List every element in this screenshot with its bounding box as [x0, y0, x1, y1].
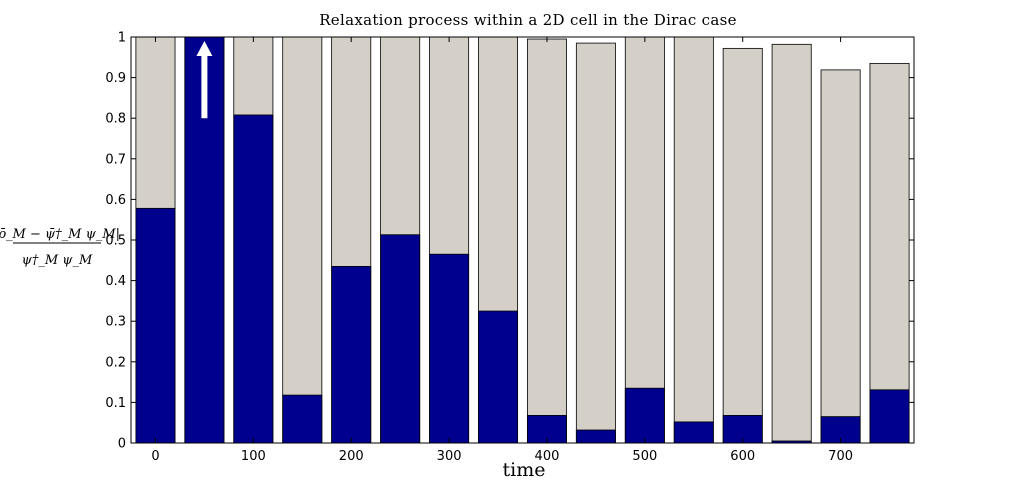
bar-s1-4: [331, 265, 372, 444]
bar-s1-7: [478, 310, 519, 444]
bar-s0-3: [282, 36, 323, 444]
bar-s1-9: [575, 429, 616, 444]
y-axis-label: |ρ̄_M − ψ̄†_M ψ_M| ψ†_M ψ_M: [0, 227, 120, 268]
bar-s0-8: [526, 38, 567, 444]
y-tick-label-0: 0: [118, 437, 126, 452]
bar-s0-10: [624, 36, 665, 444]
x-tick-label-6: 600: [730, 449, 755, 464]
x-tick-label-2: 200: [339, 449, 364, 464]
bar-s1-10: [624, 387, 665, 444]
y-tick-label-1: 0.1: [105, 396, 126, 411]
bar-s0-11: [673, 36, 714, 444]
y-tick-label-5: 0.5: [105, 234, 126, 249]
x-tick-label-5: 500: [632, 449, 657, 464]
bar-s1-3: [282, 394, 323, 444]
annotation-arrow-head-0: [196, 41, 213, 56]
y-tick-label-3: 0.3: [105, 315, 126, 330]
y-tick-label-9: 0.9: [105, 71, 126, 86]
x-tick-label-4: 400: [535, 449, 560, 464]
x-tick-label-1: 100: [241, 449, 266, 464]
y-tick-label-7: 0.7: [105, 152, 126, 167]
x-axis-label: time: [503, 459, 546, 481]
y-axis-label-numerator: |ρ̄_M − ψ̄†_M ψ_M|: [0, 227, 120, 242]
chart-title: Relaxation process within a 2D cell in t…: [319, 11, 737, 29]
y-tick-label-6: 0.6: [105, 193, 126, 208]
bar-s0-13: [771, 43, 812, 444]
bar-s0-14: [820, 69, 861, 444]
bar-s1-6: [429, 253, 470, 444]
y-tick-label-2: 0.2: [105, 355, 126, 370]
plot-area: 0 0.1 0.2 0.3 0.4 0.5 0.6 0.7 0.8 0.9 1 0 100 200 300 4…: [105, 31, 915, 464]
y-axis-label-denominator: ψ†_M ψ_M: [22, 253, 93, 268]
x-tick-label-0: 0: [151, 449, 159, 464]
bar-s0-15: [869, 62, 910, 444]
x-tick-label-7: 700: [828, 449, 853, 464]
y-tick-label-8: 0.8: [105, 112, 126, 127]
bar-s1-11: [673, 421, 714, 444]
y-tick-label-10: 1: [118, 31, 126, 46]
bar-s1-15: [869, 389, 910, 444]
y-tick-label-4: 0.4: [105, 274, 126, 289]
bar-s1-0: [135, 207, 176, 444]
x-tick-label-3: 300: [437, 449, 462, 464]
bar-s0-12: [722, 47, 763, 444]
bar-s1-5: [380, 234, 421, 444]
bar-s1-2: [233, 114, 274, 444]
bar-s0-9: [575, 42, 616, 444]
